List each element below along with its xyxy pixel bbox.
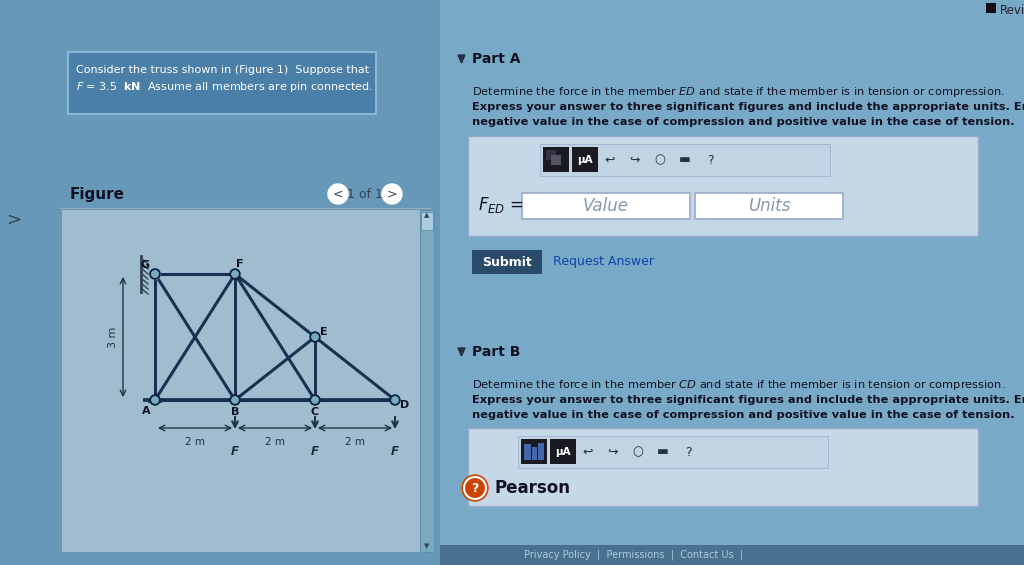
Text: negative value in the case of compression and positive value in the case of tens: negative value in the case of compressio…	[472, 117, 1015, 127]
Circle shape	[311, 334, 318, 340]
Bar	[572, 147, 598, 172]
Bar	[440, 545, 1024, 565]
Bar	[0, 0, 440, 565]
Circle shape	[390, 395, 400, 405]
Text: ○: ○	[654, 154, 666, 167]
Bar	[522, 193, 690, 219]
Circle shape	[150, 268, 161, 280]
Text: ↩: ↩	[605, 154, 615, 167]
Text: Submit: Submit	[482, 255, 531, 268]
Text: Consider the truss shown in (Figure 1)  Suppose that: Consider the truss shown in (Figure 1) S…	[76, 65, 369, 75]
Polygon shape	[458, 348, 465, 356]
Circle shape	[230, 395, 240, 405]
Bar	[524, 444, 531, 460]
Bar	[695, 193, 843, 219]
Text: Determine the force in the member $\mathit{CD}$ and state if the member is in te: Determine the force in the member $\math…	[472, 378, 1006, 392]
Text: E: E	[321, 327, 328, 337]
Circle shape	[150, 269, 160, 279]
Text: negative value in the case of compression and positive value in the case of tens: negative value in the case of compressio…	[472, 410, 1015, 420]
Text: ▬: ▬	[679, 154, 691, 167]
Text: <: <	[333, 188, 343, 201]
Text: Request Answer: Request Answer	[553, 255, 654, 268]
Bar	[532, 447, 537, 460]
Text: ?: ?	[685, 445, 691, 459]
Text: 2 m: 2 m	[265, 437, 285, 447]
Circle shape	[152, 271, 158, 277]
Circle shape	[382, 184, 402, 204]
Bar	[550, 439, 575, 464]
Text: Part B: Part B	[472, 345, 520, 359]
Text: ○: ○	[633, 445, 643, 459]
Text: 2 m: 2 m	[345, 437, 365, 447]
Text: $F$ = 3.5  $\mathbf{kN}$  Assume all members are pin connected.: $F$ = 3.5 $\mathbf{kN}$ Assume all membe…	[76, 80, 373, 94]
Text: F: F	[391, 445, 399, 458]
Circle shape	[152, 271, 158, 277]
Text: Express your answer to three significant figures and include the appropriate uni: Express your answer to three significant…	[472, 395, 1024, 405]
Text: Value: Value	[583, 197, 629, 215]
Text: Determine the force in the member $\mathit{ED}$ and state if the member is in te: Determine the force in the member $\math…	[472, 85, 1005, 99]
Bar	[68, 52, 376, 114]
Text: Figure: Figure	[70, 188, 125, 202]
Text: F: F	[231, 445, 239, 458]
Bar	[521, 439, 547, 464]
Text: Express your answer to three significant figures and include the appropriate uni: Express your answer to three significant…	[472, 102, 1024, 112]
Circle shape	[328, 184, 348, 204]
Bar	[420, 210, 434, 552]
Text: >: >	[387, 188, 397, 201]
Bar	[421, 212, 433, 230]
Circle shape	[392, 397, 398, 403]
Text: ↪: ↪	[608, 445, 618, 459]
Text: Part A: Part A	[472, 52, 520, 66]
Text: Pearson: Pearson	[495, 479, 571, 497]
Bar	[518, 436, 828, 468]
Circle shape	[311, 397, 318, 403]
Bar	[540, 144, 830, 176]
Text: ↪: ↪	[630, 154, 640, 167]
Text: ?: ?	[707, 154, 714, 167]
Bar	[468, 136, 978, 236]
Text: ?: ?	[471, 481, 478, 494]
Text: $F_{ED}$ =: $F_{ED}$ =	[478, 195, 524, 215]
Text: Privacy Policy  |  Permissions  |  Contact Us  |: Privacy Policy | Permissions | Contact U…	[524, 550, 743, 560]
Circle shape	[231, 397, 239, 403]
Circle shape	[462, 475, 488, 501]
Text: ↩: ↩	[583, 445, 593, 459]
Bar	[986, 3, 996, 13]
Circle shape	[310, 395, 319, 405]
Text: 1 of 1: 1 of 1	[347, 188, 383, 201]
Text: F: F	[237, 259, 244, 269]
Circle shape	[230, 269, 240, 279]
Text: ▲: ▲	[424, 212, 430, 218]
Text: B: B	[230, 407, 240, 417]
Text: 2 m: 2 m	[185, 437, 205, 447]
Circle shape	[231, 271, 239, 277]
Circle shape	[310, 332, 319, 342]
Bar	[62, 210, 420, 552]
Bar	[551, 155, 561, 165]
Circle shape	[150, 395, 160, 405]
Bar	[546, 150, 556, 160]
Text: Units: Units	[748, 197, 791, 215]
Text: >: >	[6, 211, 22, 229]
Bar	[440, 0, 1024, 565]
Text: µA: µA	[555, 447, 570, 457]
Text: µA: µA	[578, 155, 593, 165]
Text: A: A	[141, 406, 151, 416]
Bar	[538, 443, 544, 460]
Text: F: F	[311, 445, 319, 458]
Text: G: G	[140, 260, 150, 270]
Circle shape	[152, 397, 158, 403]
Bar	[472, 250, 542, 274]
Polygon shape	[458, 55, 465, 63]
Text: Revie: Revie	[1000, 4, 1024, 17]
Bar	[468, 428, 978, 506]
Text: 3 m: 3 m	[108, 327, 118, 347]
Bar	[543, 147, 569, 172]
Text: D: D	[400, 400, 410, 410]
Text: ▬: ▬	[657, 445, 669, 459]
Text: C: C	[311, 407, 319, 417]
Text: ▼: ▼	[424, 543, 430, 549]
